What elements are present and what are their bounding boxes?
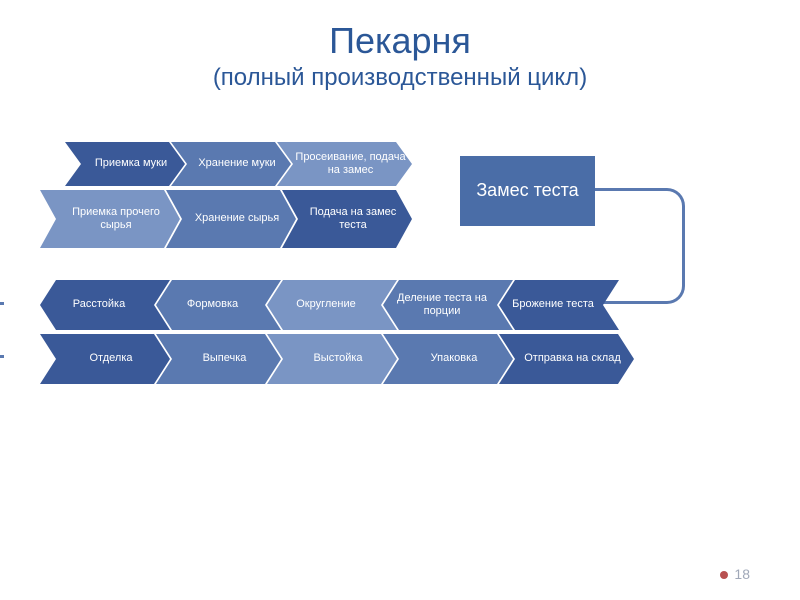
page-subtitle: (полный производственный цикл) — [0, 64, 800, 92]
flow-step: Округление — [267, 280, 397, 330]
flow-step: Подача на замес теста — [282, 190, 412, 248]
flow-step-label: Просеивание, подача на замес — [295, 151, 406, 177]
page-number: 18 — [720, 566, 750, 582]
flow-step: Приемка муки — [65, 142, 185, 186]
flow-step-label: Деление теста на порции — [389, 292, 495, 318]
flow-step-label: Брожение теста — [505, 298, 601, 311]
flow-step-label: Подача на замес теста — [300, 206, 406, 232]
flow-step-label: Выпечка — [174, 352, 275, 365]
title-block: Пекарня (полный производственный цикл) — [0, 0, 800, 92]
flow-step: Упаковка — [383, 334, 513, 384]
page-title: Пекарня — [0, 20, 800, 62]
flow-step-label: Формовка — [162, 298, 263, 311]
page-dot-icon — [720, 571, 728, 579]
flow-step-label: Упаковка — [401, 352, 507, 365]
flow-step: Деление теста на порции — [383, 280, 513, 330]
flow-step: Выпечка — [156, 334, 281, 384]
flow-step-label: Расстойка — [46, 298, 152, 311]
flow-row-4: Отделка Выпечка Выстойка Упаковка Отправка н… — [40, 334, 760, 384]
flow-step-label: Округление — [273, 298, 379, 311]
flow-step: Формовка — [156, 280, 281, 330]
flow-step: Хранение муки — [171, 142, 291, 186]
flow-row-1: Приемка муки Хранение муки Просеивание, по… — [65, 142, 760, 186]
flow-step-label: Хранение муки — [189, 157, 285, 170]
flow-step: Брожение теста — [499, 280, 619, 330]
flow-step: Выстойка — [267, 334, 397, 384]
dough-mixing-block: Замес теста — [460, 156, 595, 226]
process-diagram: Приемка муки Хранение муки Просеивание, по… — [0, 142, 800, 384]
flow-step-label: Приемка муки — [83, 157, 179, 170]
flow-step: Расстойка — [40, 280, 170, 330]
flow-step-label: Отделка — [58, 352, 164, 365]
dough-mixing-label: Замес теста — [476, 180, 578, 202]
flow-step: Отправка на склад — [499, 334, 634, 384]
flow-step-label: Выстойка — [285, 352, 391, 365]
flow-step: Отделка — [40, 334, 170, 384]
flow-step: Просеивание, подача на замес — [277, 142, 412, 186]
flow-step-label: Приемка прочего сырья — [58, 206, 174, 232]
flow-step-label: Отправка на склад — [517, 352, 628, 365]
connector-left — [0, 302, 4, 358]
flow-row-2: Приемка прочего сырья Хранение сырья Подач… — [40, 190, 412, 248]
flow-step: Приемка прочего сырья — [40, 190, 180, 248]
flow-step-label: Хранение сырья — [184, 212, 290, 225]
flow-step: Хранение сырья — [166, 190, 296, 248]
page-number-value: 18 — [734, 566, 750, 582]
